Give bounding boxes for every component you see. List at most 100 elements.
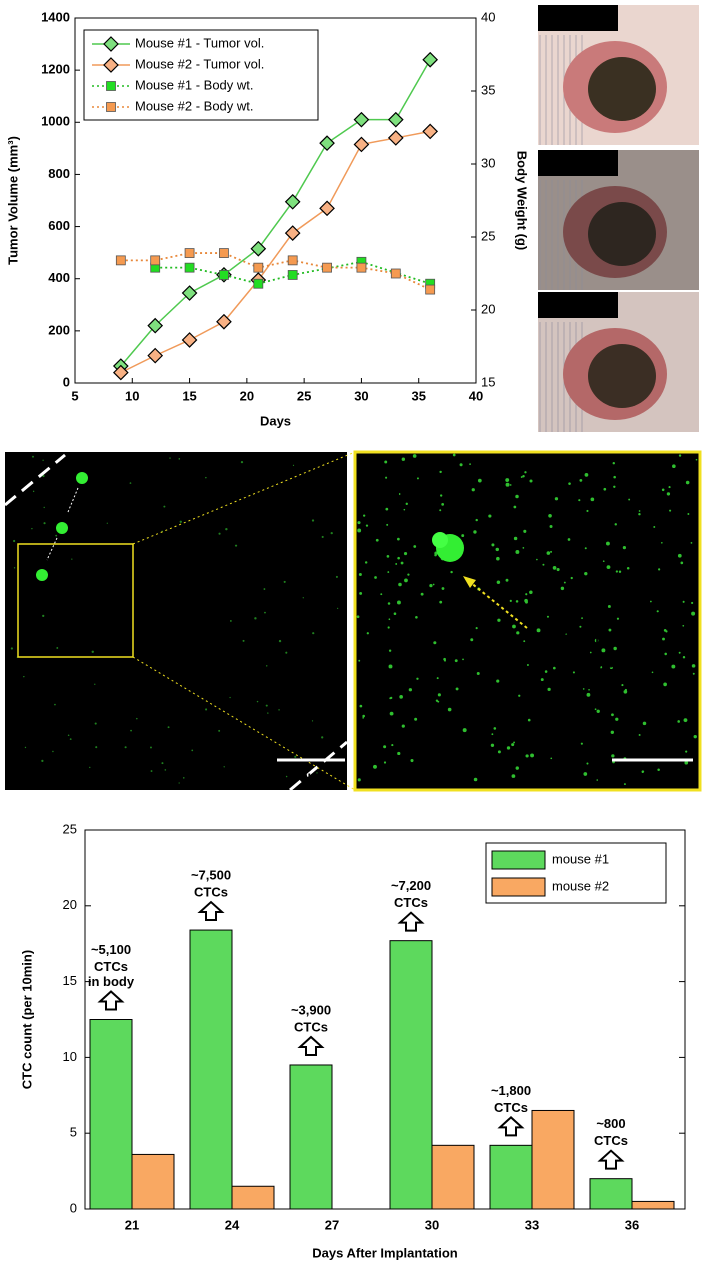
speckle — [601, 648, 606, 653]
marker — [250, 240, 267, 257]
speckle — [229, 620, 232, 622]
speckle — [397, 537, 400, 541]
timestamp-unit: sec. — [90, 543, 114, 558]
speckle — [437, 693, 441, 697]
speckle — [23, 675, 25, 678]
speckle — [685, 480, 690, 485]
scale-bar-label: 20μm — [635, 768, 669, 783]
speckle — [692, 672, 695, 675]
y-tick-label: 200 — [48, 322, 70, 337]
timestamp-unit: sec. — [116, 485, 140, 500]
speckle — [516, 631, 520, 635]
x-tick-label: 5 — [71, 388, 78, 403]
speckle — [380, 593, 383, 596]
speckle — [572, 671, 575, 674]
marker — [181, 285, 198, 301]
speckle — [540, 678, 544, 682]
speckle — [608, 628, 612, 632]
speckle — [515, 600, 519, 603]
marker — [387, 130, 404, 146]
speckle — [628, 498, 631, 501]
zoom-line — [132, 451, 356, 545]
tumor-cell — [432, 532, 448, 548]
speckle — [550, 550, 553, 553]
speckle — [439, 494, 443, 497]
annotation-arrow — [597, 1149, 625, 1170]
speckle — [403, 508, 406, 511]
speckle — [388, 618, 391, 621]
legend-label: Mouse #1 - Tumor vol. — [135, 35, 264, 50]
speckle — [13, 539, 16, 543]
speckle — [515, 494, 519, 499]
y2-tick-label: 20 — [481, 301, 495, 316]
speckle — [265, 704, 268, 707]
speckle — [13, 567, 16, 569]
annotation-arrowhead — [463, 576, 476, 588]
speckle — [511, 743, 515, 747]
annotation: Circulating — [562, 631, 630, 646]
speckle — [682, 600, 685, 603]
speckle — [614, 523, 617, 526]
speckle — [560, 586, 565, 591]
speckle — [420, 592, 424, 596]
speckle — [677, 720, 680, 723]
speckle — [373, 764, 377, 769]
speckle — [544, 670, 548, 673]
y2-tick-label: 40 — [481, 9, 495, 24]
marker — [181, 332, 198, 348]
plot-frame — [74, 17, 477, 384]
speckle — [496, 580, 501, 585]
speckle — [473, 530, 477, 534]
speckle — [393, 612, 397, 616]
marker — [284, 225, 301, 241]
speckle — [509, 599, 512, 602]
marker — [284, 193, 301, 210]
speckle — [586, 762, 589, 765]
legend-label: Mouse #2 - Body wt. — [135, 98, 254, 113]
speckle — [553, 666, 556, 670]
series-line — [120, 252, 431, 291]
speckle — [434, 553, 437, 557]
annotation: CTCs — [594, 1133, 628, 1148]
speckle — [163, 505, 166, 508]
speckle — [183, 777, 185, 779]
speckle — [668, 486, 671, 489]
speckle — [205, 476, 207, 479]
speckle — [294, 755, 297, 758]
marker — [287, 255, 298, 266]
speckle — [568, 482, 571, 485]
speckle — [54, 703, 56, 706]
speckle — [520, 476, 523, 479]
speckle — [690, 542, 693, 544]
speckle — [292, 464, 295, 466]
speckle — [52, 750, 54, 753]
series-line — [120, 130, 431, 374]
speckle — [335, 575, 338, 578]
speckle — [408, 688, 412, 692]
speckle — [618, 570, 622, 573]
speckle — [664, 652, 667, 656]
speckle — [522, 546, 525, 549]
plot-frame — [84, 829, 686, 1210]
speckle — [179, 520, 182, 523]
speckle — [129, 482, 132, 484]
speckle — [523, 640, 526, 643]
speckle — [302, 597, 304, 599]
scale-bar-label: 50μm — [293, 768, 327, 783]
speckle — [687, 513, 690, 515]
bar — [589, 1178, 633, 1210]
speckle — [218, 729, 221, 732]
speckle — [529, 479, 533, 483]
speckle — [316, 772, 318, 774]
speckle — [662, 637, 665, 641]
speckle — [71, 558, 73, 560]
speckle — [590, 497, 595, 502]
speckle — [594, 638, 599, 643]
speckle — [615, 570, 619, 573]
speckle — [362, 714, 365, 718]
speckle — [691, 611, 696, 616]
speckle — [613, 475, 616, 479]
speckle — [106, 522, 108, 524]
speckle — [32, 455, 34, 458]
speckle — [661, 541, 663, 544]
